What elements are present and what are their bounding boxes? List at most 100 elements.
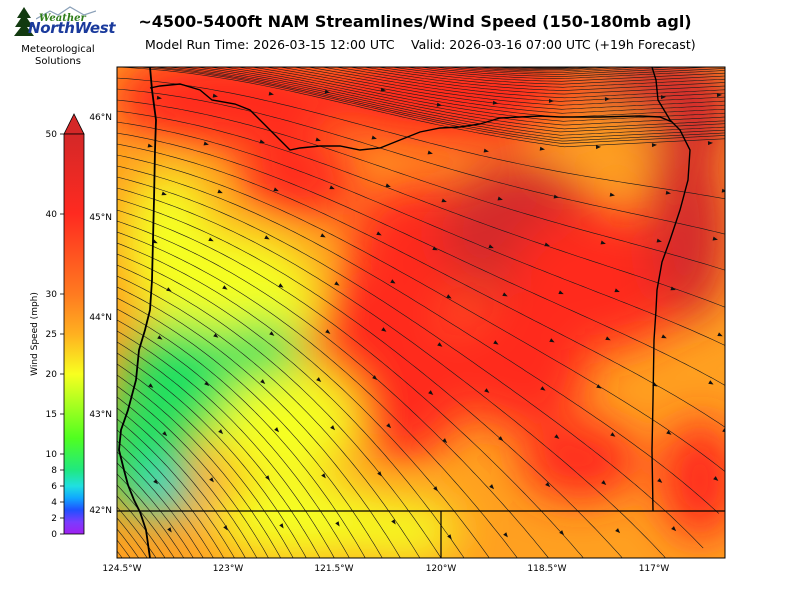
streamline-arrow-icon (492, 100, 498, 105)
streamline (658, 67, 665, 68)
streamline-arrow-icon (488, 244, 494, 249)
streamline (117, 198, 623, 558)
streamline-arrow-icon (432, 246, 438, 251)
streamline-arrow-icon (223, 525, 228, 531)
streamline-arrow-icon (222, 285, 228, 290)
streamline-arrow-icon (156, 95, 162, 100)
streamline-arrow-icon (325, 329, 331, 334)
streamline (209, 67, 725, 130)
streamline-arrow-icon (558, 290, 564, 295)
streamline (419, 67, 725, 77)
streamline-arrow-icon (212, 93, 218, 98)
streamline-arrow-icon (273, 187, 279, 192)
streamline (461, 67, 647, 72)
streamline-arrow-icon (716, 93, 722, 98)
streamline-arrow-icon (161, 191, 167, 196)
streamline (117, 330, 335, 558)
lat-label-42: 42°N (89, 506, 112, 516)
logo-northwest-text: NorthWest (28, 19, 116, 37)
streamline-arrow-icon (264, 235, 270, 240)
colorbar: 0 2 4 6 8 10 15 20 25 30 40 50 Wind Spee… (30, 113, 85, 540)
streamline-arrow-icon (605, 336, 611, 341)
streamline-arrow-icon (441, 198, 447, 203)
streamline-arrow-icon (330, 425, 336, 431)
streamline (117, 143, 725, 428)
streamline-arrow-icon (595, 145, 601, 150)
tree-logo-icon (14, 7, 34, 36)
streamline (195, 67, 725, 133)
streamline-arrow-icon (386, 423, 392, 429)
streamline-arrow-icon (545, 482, 551, 488)
streamline-arrow-icon (427, 150, 433, 155)
streamline-arrow-icon (391, 519, 396, 525)
streamline-arrow-icon (502, 292, 508, 297)
streamline-arrow-icon (615, 528, 621, 534)
streamline-arrow-icon (213, 333, 219, 338)
streamline-arrow-icon (372, 375, 378, 380)
streamline-arrow-icon (166, 287, 172, 292)
valid-time: Valid: 2026-03-16 07:00 UTC (+19h Foreca… (411, 37, 696, 52)
streamline-arrow-icon (260, 379, 266, 385)
streamline-arrow-icon (259, 139, 265, 144)
streamline-arrow-icon (609, 192, 615, 197)
field-moderate-region (340, 500, 460, 558)
streamline-arrow-icon (209, 477, 214, 483)
lon-label-121-5: 121.5°W (314, 564, 353, 574)
streamline-arrow-icon (278, 283, 284, 288)
streamline-arrow-icon (377, 471, 382, 477)
streamline (117, 99, 725, 271)
streamline-arrow-icon (162, 431, 168, 437)
streamline (139, 67, 725, 144)
streamline-arrow-icon (614, 288, 620, 293)
streamline (117, 539, 131, 558)
streamline-arrow-icon (321, 473, 326, 479)
streamline-arrow-icon (446, 294, 452, 299)
streamline (489, 67, 605, 69)
streamline (293, 67, 725, 106)
streamline-arrow-icon (651, 143, 657, 148)
streamline (117, 165, 720, 514)
streamline (117, 484, 175, 558)
streamline-arrow-icon (204, 381, 210, 386)
field-strong-region (660, 420, 725, 540)
streamline (117, 407, 246, 558)
field-strong-region (450, 290, 590, 430)
streamline-arrow-icon (600, 240, 606, 245)
cb-tick-8: 8 (51, 466, 57, 476)
streamline-arrow-icon (661, 334, 667, 339)
lon-label-117: 117°W (639, 564, 670, 574)
streamline (117, 121, 725, 346)
lon-label-120: 120°W (426, 564, 457, 574)
streamline (181, 67, 725, 136)
streamline (117, 187, 666, 558)
field-strong-region (520, 420, 640, 500)
streamline (117, 67, 725, 148)
cb-tick-40: 40 (46, 210, 58, 220)
streamline (117, 385, 269, 558)
field-strong-region (240, 140, 360, 220)
streamline (167, 67, 725, 139)
streamline (117, 506, 157, 558)
colorbar-gradient (63, 133, 85, 535)
cb-tick-4: 4 (51, 498, 57, 508)
streamline-arrow-icon (208, 237, 214, 242)
streamline (391, 67, 725, 82)
streamline-arrow-icon (447, 534, 452, 540)
streamline-arrow-icon (390, 279, 396, 284)
streamline (117, 88, 725, 235)
streamline-arrow-icon (539, 146, 545, 151)
streamline-arrow-icon (428, 390, 434, 395)
streamline-arrow-icon (726, 284, 732, 289)
streamline-arrow-icon (381, 327, 387, 332)
cb-tick-50: 50 (46, 130, 58, 140)
streamline-arrow-icon (665, 190, 671, 195)
streamline-arrow-icon (153, 479, 158, 485)
streamline (117, 341, 321, 558)
streamline-arrow-icon (335, 521, 340, 527)
streamline (117, 517, 148, 558)
streamline (117, 242, 490, 558)
streamline-arrow-icon (484, 388, 490, 393)
lon-label-124-5: 124.5°W (102, 564, 141, 574)
streamline (117, 231, 518, 558)
cb-tick-6: 6 (51, 482, 57, 492)
